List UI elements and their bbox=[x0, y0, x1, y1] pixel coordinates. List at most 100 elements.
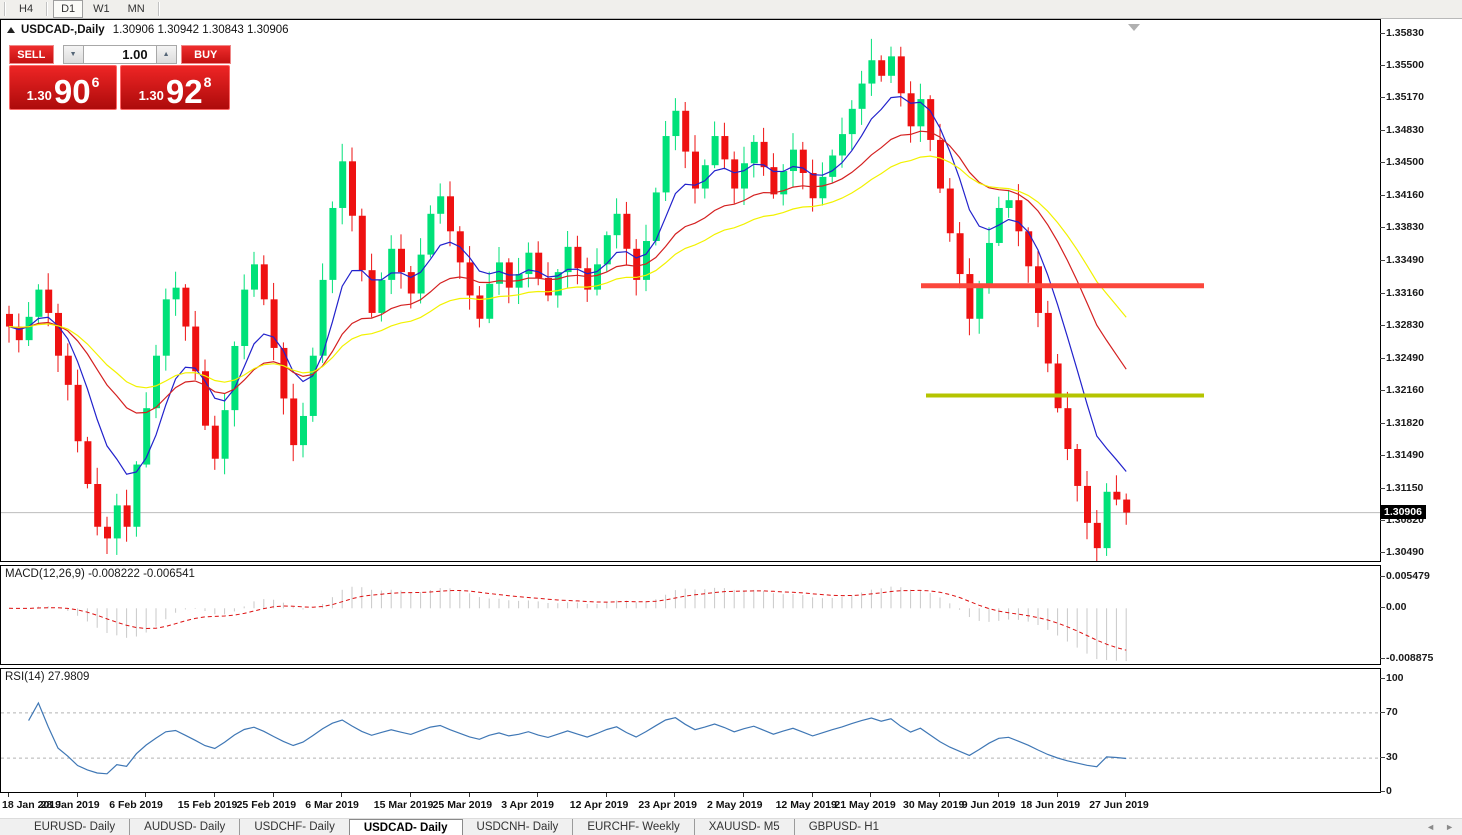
price-axis-label: 1.33160 bbox=[1386, 286, 1424, 299]
axis-tick bbox=[1380, 658, 1385, 659]
macd-axis-label: -0.008875 bbox=[1386, 652, 1434, 664]
sell-price-prefix: 1.30 bbox=[26, 88, 52, 103]
price-axis-label: 1.33490 bbox=[1386, 254, 1424, 267]
date-axis-label: 15 Feb 2019 bbox=[177, 799, 238, 811]
tab-usdcad[interactable]: USDCAD- Daily bbox=[348, 819, 463, 835]
tab-usdcnh[interactable]: USDCNH- Daily bbox=[476, 821, 559, 833]
rsi-axis-label: 0 bbox=[1386, 785, 1392, 797]
date-tick bbox=[939, 793, 940, 797]
tab-scroll-buttons: ◄ ► bbox=[1426, 822, 1454, 832]
date-tick bbox=[870, 793, 872, 797]
volume-up-button[interactable]: ▲ bbox=[155, 45, 177, 64]
date-axis-label: 15 Mar 2019 bbox=[373, 799, 434, 811]
date-axis-label: 12 Apr 2019 bbox=[569, 799, 629, 811]
date-axis-label: 28 Jan 2019 bbox=[40, 799, 100, 811]
price-axis-label: 1.32160 bbox=[1386, 383, 1424, 396]
toolbar-separator bbox=[4, 2, 6, 16]
date-axis-label: 30 May 2019 bbox=[903, 799, 965, 811]
volume-input[interactable] bbox=[83, 45, 156, 64]
axis-tick bbox=[1380, 162, 1385, 164]
date-tick bbox=[811, 793, 813, 797]
axis-tick bbox=[1380, 519, 1385, 521]
rsi-axis-label: 70 bbox=[1386, 705, 1398, 718]
price-axis-label: 1.35830 bbox=[1386, 27, 1424, 39]
chart-tabs: EURUSD- Daily AUDUSD- Daily USDCHF- Daily U… bbox=[0, 818, 1462, 835]
date-axis-label: 21 May 2019 bbox=[834, 799, 896, 811]
sell-price-box[interactable]: 1.30 90 6 bbox=[9, 65, 117, 110]
timeframe-button-d1[interactable]: D1 bbox=[53, 0, 84, 18]
macd-pane[interactable]: MACD(12,26,9) -0.008222 -0.006541 bbox=[0, 565, 1381, 665]
tab-gbpusd[interactable]: GBPUSD- H1 bbox=[793, 819, 893, 835]
price-axis-label: 1.34830 bbox=[1386, 124, 1424, 137]
price-axis-label: 1.34500 bbox=[1386, 156, 1424, 169]
date-axis-label: 18 Jun 2019 bbox=[1020, 799, 1081, 811]
volume-stepper: ▼ ▲ bbox=[62, 45, 177, 64]
date-tick bbox=[272, 793, 274, 797]
one-click-trade-panel: SELL ▼ ▲ BUY 1.30 90 6 1.30 92 8 bbox=[9, 45, 231, 110]
price-axis-label: 1.32490 bbox=[1386, 351, 1424, 364]
price-axis-label: 1.33830 bbox=[1386, 221, 1424, 234]
rsi-axis-label: 100 bbox=[1386, 672, 1404, 684]
buy-price-main: 92 bbox=[165, 72, 203, 110]
timeframe-button-w1[interactable]: W1 bbox=[93, 3, 110, 15]
tab-audusd[interactable]: AUDUSD- Daily bbox=[129, 819, 239, 835]
sell-button[interactable]: SELL bbox=[9, 45, 54, 64]
date-axis-label: 9 Jun 2019 bbox=[961, 799, 1016, 811]
buy-button[interactable]: BUY bbox=[180, 45, 231, 64]
axis-tick bbox=[1380, 292, 1385, 294]
current-price-label: 1.30906 bbox=[1381, 504, 1426, 519]
axis-tick bbox=[1380, 65, 1385, 67]
axis-tick bbox=[1380, 454, 1385, 456]
timeframe-toolbar: H4 D1 W1 MN bbox=[0, 0, 1462, 19]
date-tick bbox=[1056, 793, 1058, 797]
buy-price-box[interactable]: 1.30 92 8 bbox=[120, 65, 230, 110]
date-tick bbox=[468, 793, 470, 797]
rsi-axis-label: 30 bbox=[1386, 751, 1398, 764]
date-axis-label: 12 May 2019 bbox=[775, 799, 837, 811]
collapse-icon[interactable] bbox=[7, 27, 15, 33]
timeframe-button-h4[interactable]: H4 bbox=[19, 3, 34, 15]
tab-scroll-left-icon[interactable]: ◄ bbox=[1426, 822, 1436, 832]
axis-tick bbox=[1380, 791, 1385, 792]
axis-tick bbox=[1380, 195, 1385, 197]
tab-usdchf[interactable]: USDCHF- Daily bbox=[239, 819, 349, 835]
date-axis-label: 6 Mar 2019 bbox=[305, 799, 359, 811]
macd-title: MACD(12,26,9) -0.008222 -0.006541 bbox=[5, 568, 195, 580]
rsi-label: RSI(14) bbox=[5, 671, 45, 683]
axis-tick bbox=[1380, 324, 1385, 326]
volume-down-button[interactable]: ▼ bbox=[62, 45, 84, 64]
candlestick-chart[interactable] bbox=[1, 20, 1380, 561]
date-tick bbox=[674, 793, 676, 797]
macd-chart[interactable] bbox=[1, 566, 1380, 664]
tab-eurchf[interactable]: EURCHF- Weekly bbox=[572, 819, 693, 835]
axis-tick bbox=[1380, 260, 1385, 262]
axis-tick bbox=[1380, 607, 1385, 609]
date-axis-label: 6 Feb 2019 bbox=[109, 799, 163, 811]
axis-tick bbox=[1380, 487, 1385, 489]
rsi-pane[interactable]: RSI(14) 27.9809 bbox=[0, 668, 1381, 793]
tab-xauusd[interactable]: XAUUSD- M5 bbox=[693, 819, 794, 835]
axis-tick bbox=[1380, 552, 1385, 553]
macd-axis-label: 0.005479 bbox=[1386, 570, 1430, 582]
timeframe-button-mn[interactable]: MN bbox=[127, 3, 145, 15]
chart-symbol: USDCAD-,Daily bbox=[21, 24, 105, 36]
chart-header: USDCAD-,Daily 1.30906 1.30942 1.30843 1.… bbox=[7, 24, 289, 36]
macd-values: -0.008222 -0.006541 bbox=[88, 568, 195, 580]
tab-scroll-right-icon[interactable]: ► bbox=[1445, 822, 1454, 832]
axis-tick bbox=[1380, 33, 1385, 34]
buy-price-pip: 8 bbox=[203, 74, 212, 90]
date-tick bbox=[8, 793, 9, 797]
rsi-chart[interactable] bbox=[1, 669, 1380, 792]
tab-eurusd[interactable]: EURUSD- Daily bbox=[34, 821, 116, 833]
date-tick bbox=[605, 793, 607, 797]
axis-tick bbox=[1380, 357, 1385, 359]
sell-price-main: 90 bbox=[53, 72, 91, 110]
rsi-value: 27.9809 bbox=[47, 671, 90, 683]
macd-axis-label: 0.00 bbox=[1386, 601, 1407, 614]
date-tick bbox=[213, 793, 215, 797]
main-chart-pane[interactable]: USDCAD-,Daily 1.30906 1.30942 1.30843 1.… bbox=[0, 19, 1381, 562]
chart-shift-marker-icon[interactable] bbox=[1128, 24, 1140, 31]
date-tick bbox=[1125, 793, 1127, 797]
price-axis-label: 1.31820 bbox=[1386, 416, 1424, 429]
